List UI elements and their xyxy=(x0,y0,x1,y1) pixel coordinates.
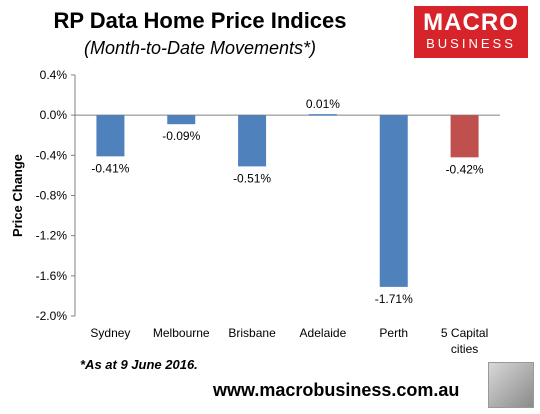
y-tick-label: -0.8% xyxy=(36,189,68,203)
data-label: -0.09% xyxy=(162,129,200,143)
data-labels: -0.41% -0.09% -0.51% 0.01% -1.71% -0.42% xyxy=(91,97,484,306)
y-axis-label: Price Change xyxy=(10,154,25,237)
data-label: -0.51% xyxy=(233,171,271,185)
bar xyxy=(450,115,479,158)
category-label: Sydney xyxy=(90,326,130,340)
logo-line-1: MACRO xyxy=(423,9,519,36)
macrobusiness-logo: MACRO BUSINESS xyxy=(414,6,528,58)
wolf-logo-icon xyxy=(488,362,534,408)
logo-line-2: BUSINESS xyxy=(426,36,516,51)
bar xyxy=(167,115,196,125)
bars xyxy=(96,114,479,287)
footnote: *As at 9 June 2016. xyxy=(80,357,198,372)
y-tick-label: -0.4% xyxy=(36,148,68,162)
data-label: -0.41% xyxy=(91,161,129,175)
y-tick-label: -1.2% xyxy=(36,229,68,243)
bar xyxy=(379,115,408,287)
category-label: Melbourne xyxy=(153,326,210,340)
category-label: Brisbane xyxy=(228,326,276,340)
bar xyxy=(238,115,267,167)
chart-title: RP Data Home Price Indices xyxy=(53,8,347,33)
y-tick-label: 0.4% xyxy=(40,68,68,82)
category-label: Perth xyxy=(379,326,408,340)
data-label: 0.01% xyxy=(306,97,340,111)
y-tick-label: -2.0% xyxy=(36,309,68,323)
website-url: www.macrobusiness.com.au xyxy=(213,380,460,400)
category-label: cities xyxy=(451,342,478,356)
data-label: -1.71% xyxy=(375,292,413,306)
category-labels: Sydney Melbourne Brisbane Adelaide Perth 5 Ca… xyxy=(90,326,488,356)
y-tick-label: 0.0% xyxy=(40,108,68,122)
chart-subtitle: (Month-to-Date Movements*) xyxy=(83,38,317,58)
bar xyxy=(308,114,337,116)
category-label: Adelaide xyxy=(300,326,347,340)
category-label: 5 Capital xyxy=(441,326,488,340)
y-tick-label: -1.6% xyxy=(36,269,68,283)
data-label: -0.42% xyxy=(446,162,484,176)
y-axis: 0.4% 0.0% -0.4% -0.8% -1.2% -1.6% -2.0% xyxy=(36,68,500,323)
bar xyxy=(96,115,125,157)
